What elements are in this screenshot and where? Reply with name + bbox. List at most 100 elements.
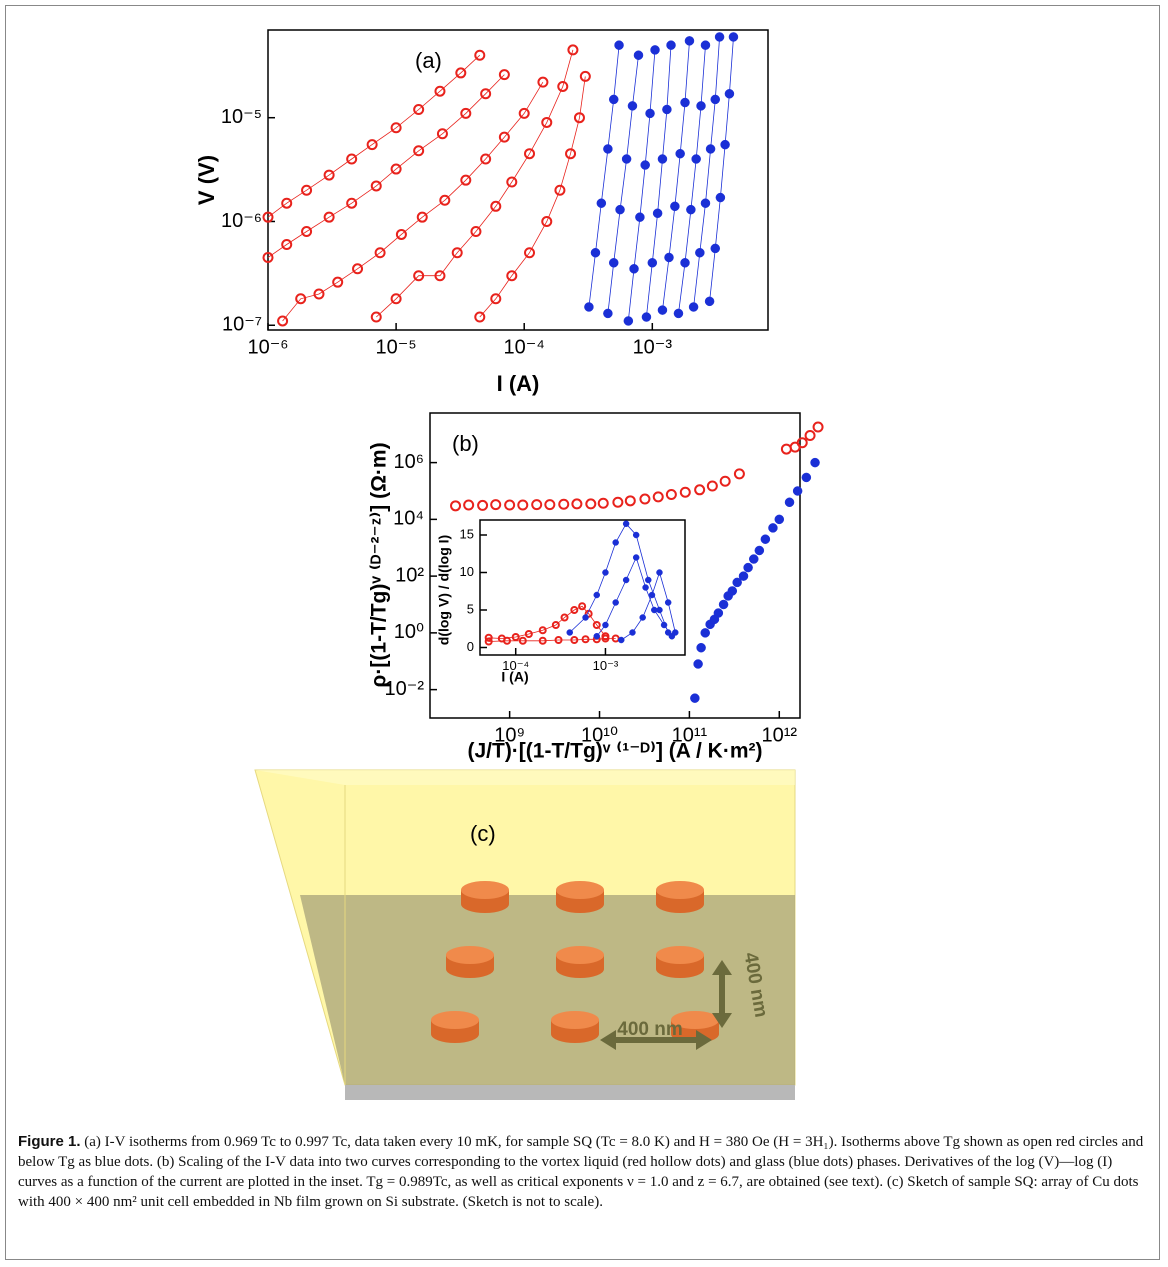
series-line xyxy=(588,45,620,308)
data-point xyxy=(451,247,463,259)
data-point xyxy=(582,614,589,621)
data-point xyxy=(660,621,668,629)
data-point xyxy=(645,576,652,584)
cu-dot xyxy=(461,881,509,899)
y-tick-label: 10⁻² xyxy=(385,678,425,700)
si-substrate xyxy=(345,1085,795,1100)
data-point xyxy=(665,489,677,501)
data-point xyxy=(323,211,335,223)
data-point xyxy=(705,144,716,154)
data-point xyxy=(573,112,585,124)
data-point xyxy=(295,293,307,305)
data-point xyxy=(551,621,560,629)
cu-dot xyxy=(556,881,604,899)
data-point xyxy=(743,562,753,573)
data-point xyxy=(579,70,591,82)
data-point xyxy=(498,69,510,81)
data-point xyxy=(715,192,726,203)
data-point xyxy=(621,154,632,164)
data-point xyxy=(664,252,674,263)
data-point xyxy=(696,101,706,111)
data-point xyxy=(498,131,510,143)
x-tick-label: 10⁻⁵ xyxy=(376,336,417,358)
data-point xyxy=(518,107,530,119)
x-tick-label: 10¹¹ xyxy=(672,724,708,746)
x-tick-label: 10⁻³ xyxy=(593,658,619,673)
data-point xyxy=(374,247,386,259)
data-point xyxy=(450,500,462,512)
data-point xyxy=(618,636,625,644)
data-point xyxy=(490,293,502,305)
data-point xyxy=(554,184,566,196)
data-point xyxy=(460,107,472,119)
x-tick-label: 10¹² xyxy=(761,724,797,746)
data-point xyxy=(727,586,738,596)
data-point xyxy=(812,421,824,433)
data-point xyxy=(395,228,407,240)
data-point xyxy=(474,49,486,61)
x-tick-label: 10⁻⁴ xyxy=(502,658,529,673)
data-point xyxy=(565,148,577,160)
x-tick-label: 10⁻⁶ xyxy=(247,336,288,358)
data-point xyxy=(629,264,639,274)
data-point xyxy=(566,629,573,636)
series-line xyxy=(662,40,690,311)
data-point xyxy=(690,693,700,703)
data-point xyxy=(490,200,502,212)
series-line xyxy=(488,638,616,642)
data-point xyxy=(738,571,749,581)
data-point xyxy=(602,621,609,629)
data-point xyxy=(470,226,482,238)
data-point xyxy=(538,636,547,645)
data-point xyxy=(754,545,765,556)
data-point xyxy=(642,584,649,591)
data-point xyxy=(524,148,536,160)
data-point xyxy=(728,32,739,42)
dimension-label: 400 nm xyxy=(617,1019,682,1040)
data-point xyxy=(558,498,570,510)
data-point xyxy=(416,211,428,223)
data-point xyxy=(784,497,795,508)
data-point xyxy=(524,247,536,259)
data-point xyxy=(792,486,803,496)
data-point xyxy=(623,316,634,326)
data-point xyxy=(506,270,518,282)
data-point xyxy=(650,45,660,55)
data-point xyxy=(645,108,655,119)
data-point xyxy=(601,634,610,643)
data-point xyxy=(672,629,679,636)
y-axis-label: d(log V) / d(log I) xyxy=(436,535,452,645)
data-point xyxy=(593,591,601,599)
series-line xyxy=(693,36,720,308)
sketch: (c) 400 nm 400 nm xyxy=(254,769,796,1100)
data-point xyxy=(700,40,711,50)
data-point xyxy=(517,499,529,511)
data-point xyxy=(603,308,613,319)
data-point xyxy=(648,591,656,599)
data-point xyxy=(810,457,820,468)
cu-dot xyxy=(656,946,704,964)
data-point xyxy=(684,36,695,46)
data-point xyxy=(635,212,645,222)
panel-label: (a) xyxy=(415,48,442,73)
data-point xyxy=(774,514,785,525)
data-point xyxy=(700,198,711,208)
y-tick-label: 10⁰ xyxy=(394,621,424,643)
data-point xyxy=(504,499,516,511)
data-point xyxy=(390,122,402,134)
data-point xyxy=(652,208,663,219)
data-point xyxy=(567,44,579,56)
data-point xyxy=(641,312,652,322)
data-point xyxy=(680,97,690,108)
y-tick-label: 10⁻⁶ xyxy=(221,210,262,232)
data-point xyxy=(463,499,475,511)
figure: (c) 400 nm 400 nm 10⁻⁶ 10⁻⁵ 10⁻⁴ 10⁻³10⁻⁷10… xyxy=(194,29,824,1100)
arrowhead xyxy=(600,1030,616,1050)
data-point xyxy=(695,247,705,258)
data-point xyxy=(651,606,658,614)
y-tick-label: 10 xyxy=(460,564,474,579)
y-tick-label: 15 xyxy=(460,526,474,541)
data-point xyxy=(537,76,549,88)
data-point xyxy=(633,50,644,60)
data-point xyxy=(796,437,808,449)
